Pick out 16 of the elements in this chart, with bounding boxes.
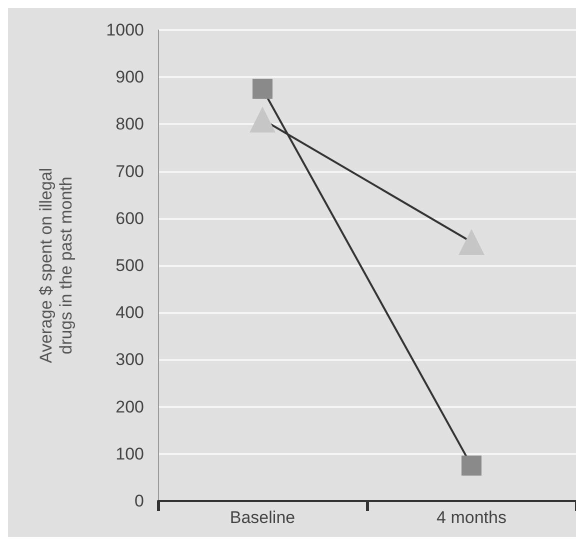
y-tick-label: 800 [116, 114, 144, 134]
y-tick-label: 0 [134, 492, 144, 510]
y-axis-title: Average $ spent on illegal drugs in the past month [36, 168, 76, 364]
y-tick-label: 1000 [106, 20, 144, 40]
y-tick-label: 100 [116, 444, 144, 464]
y-tick-label: 400 [116, 303, 144, 322]
point [462, 456, 482, 476]
x-tick-label: Baseline [230, 508, 296, 527]
y-tick-label: 200 [116, 397, 144, 416]
x-tick-label: 4 months [436, 508, 506, 527]
y-tick-label: 500 [116, 256, 144, 275]
point [252, 78, 272, 99]
y-tick-label: 300 [116, 350, 144, 370]
y-tick-label: 900 [116, 68, 144, 87]
y-tick-label: 600 [116, 208, 144, 228]
y-tick-label: 700 [116, 162, 144, 181]
